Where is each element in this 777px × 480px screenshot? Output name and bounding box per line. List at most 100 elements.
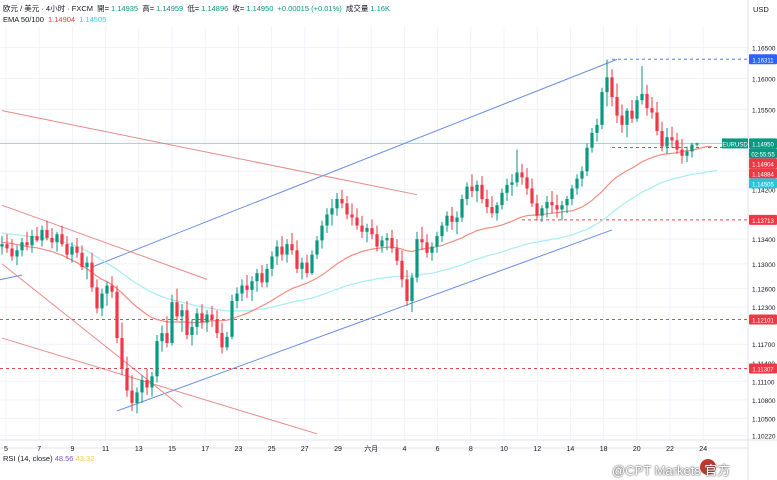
time-tick-label: 14 <box>567 446 575 453</box>
candle-body <box>635 100 639 119</box>
price-badge-text: 1.14884 <box>752 172 774 178</box>
time-tick-label: 17 <box>201 446 209 453</box>
open-value: 1.14935 <box>110 4 139 13</box>
candle-body <box>45 229 49 238</box>
candle-body <box>155 341 159 377</box>
trend-line <box>91 58 618 268</box>
price-tick-label: 1.11100 <box>752 379 775 386</box>
volume-label: 成交量 <box>345 4 369 13</box>
price-badge-text: 1.16311 <box>752 58 774 64</box>
close-value: 1.14950 <box>246 4 274 13</box>
change-value: +0.00015 (+0.01%) <box>277 4 342 13</box>
ema50-value: 1.14904 <box>47 15 76 24</box>
candle-body <box>425 242 429 253</box>
candle-body <box>295 250 299 269</box>
candle-body <box>100 293 104 309</box>
candle-body <box>215 319 219 334</box>
candle-body <box>645 93 649 109</box>
high-label: 高= <box>142 4 155 13</box>
time-tick-label: 20 <box>633 446 641 453</box>
candle-body <box>390 237 394 249</box>
candle-body <box>335 199 339 209</box>
price-tick-label: 1.10220 <box>752 434 776 441</box>
candle-body <box>350 214 354 218</box>
candle-body <box>600 92 604 125</box>
volume-value: 1.16K <box>370 4 390 13</box>
candle-body <box>195 313 199 327</box>
candle-body <box>640 93 644 101</box>
candle-body <box>695 143 699 145</box>
candle-body <box>525 177 529 189</box>
candle-body <box>60 234 64 245</box>
candle-body <box>665 137 669 147</box>
time-axis: 5 7 9 11 13 15 17 23 25 27 29 六月 4 6 8 10 12 14 18 20 22 24 <box>0 439 777 453</box>
candle-body <box>185 310 189 335</box>
price-badge <box>749 314 777 325</box>
time-tick-label: 23 <box>235 446 243 453</box>
candle-body <box>145 380 149 388</box>
candle-body <box>565 199 569 206</box>
trend-line <box>0 274 23 281</box>
ema50-line <box>1 145 712 324</box>
candle-body <box>450 215 454 222</box>
price-badge-text: 1.14950 <box>752 142 774 148</box>
candle-body <box>130 390 134 403</box>
price-badge <box>749 148 777 159</box>
candle-body <box>440 225 444 237</box>
candle-body <box>5 244 9 249</box>
candle-body <box>655 112 659 132</box>
candle-body <box>180 310 184 317</box>
trend-line <box>1 337 318 435</box>
open-label: 開= <box>97 4 109 13</box>
candle-body <box>75 246 79 253</box>
ema-header: EMA 50/100 1.14904 1.14505 <box>3 15 108 24</box>
candle-body <box>380 240 384 247</box>
price-badge-text: 1.14904 <box>752 162 774 168</box>
candle-body <box>470 186 474 191</box>
watermark-logo-icon <box>700 459 716 475</box>
candle-body <box>55 234 59 243</box>
low-label: 低= <box>187 4 200 13</box>
candle-body <box>15 250 19 257</box>
time-tick-label: 11 <box>102 446 109 453</box>
candle-body <box>170 302 174 343</box>
candle-body <box>245 285 249 290</box>
horizontal-levels <box>0 58 748 370</box>
candle-body <box>670 137 674 141</box>
price-tick-label: 1.16500 <box>752 46 776 53</box>
candle-body <box>495 205 499 214</box>
price-tick-label: 1.10500 <box>752 416 776 423</box>
trend-line <box>1 110 418 196</box>
candle-body <box>485 199 489 208</box>
candle-body <box>595 124 599 133</box>
price-badge-text: 02:55:55 <box>751 152 775 158</box>
candle-body <box>225 336 229 348</box>
candle-body <box>385 237 389 241</box>
candle-body <box>545 202 549 209</box>
candle-body <box>135 392 139 403</box>
candle-body <box>570 188 574 200</box>
high-value: 1.14959 <box>156 4 184 13</box>
candle-body <box>400 260 404 280</box>
price-badge <box>749 168 777 179</box>
candle-body <box>550 202 554 206</box>
candle-body <box>285 244 289 255</box>
candle-body <box>325 214 329 226</box>
candle-body <box>420 239 424 243</box>
candle-body <box>435 236 439 247</box>
price-badge <box>749 214 777 225</box>
candle-body <box>300 262 304 269</box>
candlesticks <box>0 59 699 414</box>
candle-body <box>530 188 534 204</box>
candle-body <box>460 199 464 218</box>
candle-body <box>555 205 559 210</box>
price-tick-label: 1.10800 <box>752 398 776 405</box>
candle-body <box>330 208 334 215</box>
candle-body <box>205 314 209 323</box>
candle-body <box>625 110 629 125</box>
candle-body <box>255 273 259 282</box>
ema100-line <box>1 170 718 312</box>
candle-body <box>475 184 479 191</box>
candle-body <box>150 376 154 388</box>
